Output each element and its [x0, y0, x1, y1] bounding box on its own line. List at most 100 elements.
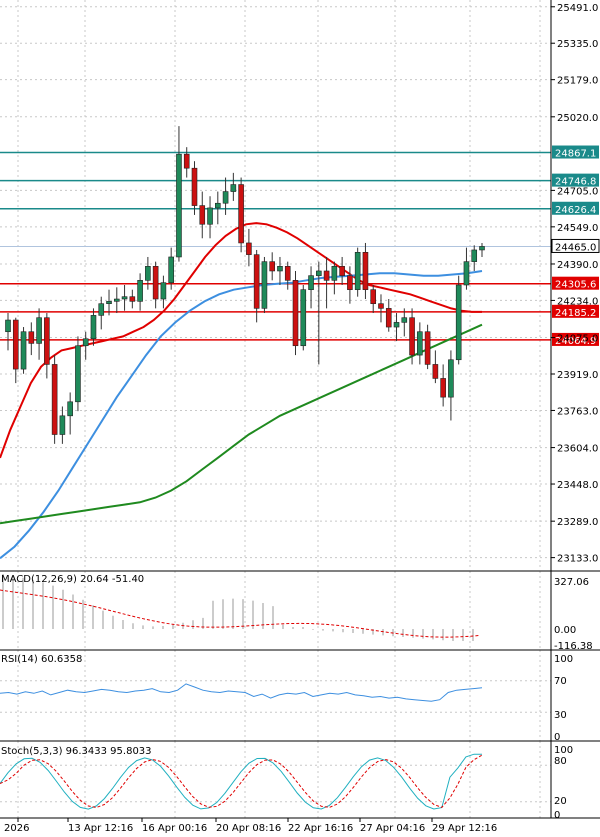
candle-body[interactable] [471, 249, 478, 262]
price-level-tag [552, 173, 599, 187]
candle-body[interactable] [269, 261, 275, 272]
price-level-tag [552, 201, 599, 215]
candle-body[interactable] [98, 303, 105, 316]
stoch-k-line [0, 753, 482, 810]
stoch-label: Stoch(5,3,3) 96.3433 95.8033 [1, 746, 152, 757]
candle-body[interactable] [440, 378, 446, 398]
time-tick-label: 20 Apr 08:16 [216, 823, 281, 834]
candle-body[interactable] [409, 317, 415, 356]
candle-body[interactable] [215, 202, 221, 209]
candle-body[interactable] [5, 319, 11, 333]
stoch-axis-label: 20 [554, 796, 567, 807]
price-tick-label: 24705.0 [557, 186, 598, 197]
candle-body[interactable] [238, 184, 244, 244]
candle-body[interactable] [455, 284, 462, 361]
price-level-tag [552, 304, 599, 318]
candle-body[interactable] [277, 266, 283, 272]
candle-body[interactable] [12, 319, 19, 370]
time-tick-label: 2026 [4, 823, 29, 834]
candle-body[interactable] [354, 251, 361, 290]
price-level-label: 24867.1 [555, 149, 596, 160]
candle-body[interactable] [261, 261, 268, 309]
rsi-axis-label: 0 [554, 732, 560, 743]
macd-signal-line [0, 589, 481, 638]
candle-body[interactable] [393, 322, 400, 328]
candle-body[interactable] [106, 301, 112, 304]
candle-body[interactable] [90, 315, 97, 340]
candle-body[interactable] [362, 251, 369, 290]
moving-average-line [0, 323, 483, 525]
candles[interactable] [5, 126, 485, 444]
candle-body[interactable] [432, 364, 439, 379]
current-price-label: 24465.0 [555, 242, 596, 253]
candle-body[interactable] [36, 317, 42, 344]
candle-body[interactable] [82, 338, 89, 347]
candle-body[interactable] [448, 359, 454, 398]
candle-body[interactable] [284, 266, 291, 281]
price-level-tag [552, 332, 599, 346]
candle-body[interactable] [316, 270, 322, 276]
time-tick-label: 27 Apr 04:16 [360, 823, 425, 834]
candle-body[interactable] [121, 296, 128, 300]
time-tick-label: 13 Apr 12:16 [68, 823, 133, 834]
price-level-label: 24746.8 [555, 177, 596, 188]
candle-body[interactable] [230, 184, 237, 192]
candle-body[interactable] [246, 242, 252, 255]
candle-body[interactable] [44, 317, 50, 365]
candle-body[interactable] [401, 317, 408, 323]
candle-body[interactable] [347, 275, 353, 290]
price-level-label: 24064.9 [555, 336, 596, 347]
stoch-axis-label: 80 [554, 756, 567, 767]
candle-body[interactable] [378, 303, 384, 309]
candle-body[interactable] [308, 275, 314, 290]
time-tick-label: 16 Apr 00:16 [142, 823, 207, 834]
candle-body[interactable] [339, 266, 345, 276]
candle-body[interactable] [137, 280, 143, 302]
candle-body[interactable] [160, 282, 167, 300]
macd-axis-label: 0.00 [554, 625, 576, 636]
candle-body[interactable] [59, 415, 66, 435]
indicator-panels: MACD(12,26,9) 20.64 -51.40 RSI(14) 60.635… [0, 574, 483, 810]
price-level-label: 24626.4 [555, 205, 596, 216]
candle-body[interactable] [152, 266, 159, 300]
candle-body[interactable] [67, 401, 73, 417]
candle-body[interactable] [113, 298, 120, 302]
moving-average-line [0, 270, 483, 560]
candle-body[interactable] [253, 254, 260, 309]
candle-body[interactable] [479, 246, 485, 251]
candle-body[interactable] [300, 289, 307, 347]
stoch-d-line [0, 754, 483, 809]
stoch-axis-label: 100 [554, 745, 573, 756]
candle-body[interactable] [385, 308, 392, 328]
macd-axis-label: -116.38 [554, 641, 593, 652]
time-tick-label: 29 Apr 12:16 [432, 823, 497, 834]
rsi-label: RSI(14) 60.6358 [1, 654, 82, 665]
price-tick-label: 25179.0 [557, 76, 598, 87]
candle-body[interactable] [370, 289, 377, 304]
candle-body[interactable] [199, 205, 206, 225]
candle-body[interactable] [129, 296, 136, 302]
candle-body[interactable] [331, 266, 338, 281]
price-tick-label: 25491.0 [557, 3, 598, 14]
candle-body[interactable] [207, 207, 213, 225]
candle-body[interactable] [145, 266, 151, 281]
candle-body[interactable] [28, 331, 35, 344]
candle-body[interactable] [191, 167, 198, 206]
horizontal-levels[interactable]: 24867.1 24746.8 24626.4 24305.6 24185.2 24064… [0, 145, 600, 347]
candle-body[interactable] [222, 191, 229, 204]
stoch-axis-label: 0 [554, 810, 560, 821]
candle-body[interactable] [51, 364, 58, 435]
candle-body[interactable] [183, 153, 190, 169]
candle-body[interactable] [292, 280, 299, 347]
candle-body[interactable] [463, 261, 470, 286]
candle-body[interactable] [75, 345, 81, 403]
candle-body[interactable] [176, 153, 182, 258]
grid-lines [0, 0, 551, 818]
current-price-tag [551, 238, 600, 253]
candle-body[interactable] [20, 331, 27, 370]
candle-body[interactable] [323, 270, 330, 281]
candle-body[interactable] [417, 331, 423, 356]
candle-body[interactable] [424, 331, 431, 365]
candle-body[interactable] [168, 256, 174, 283]
